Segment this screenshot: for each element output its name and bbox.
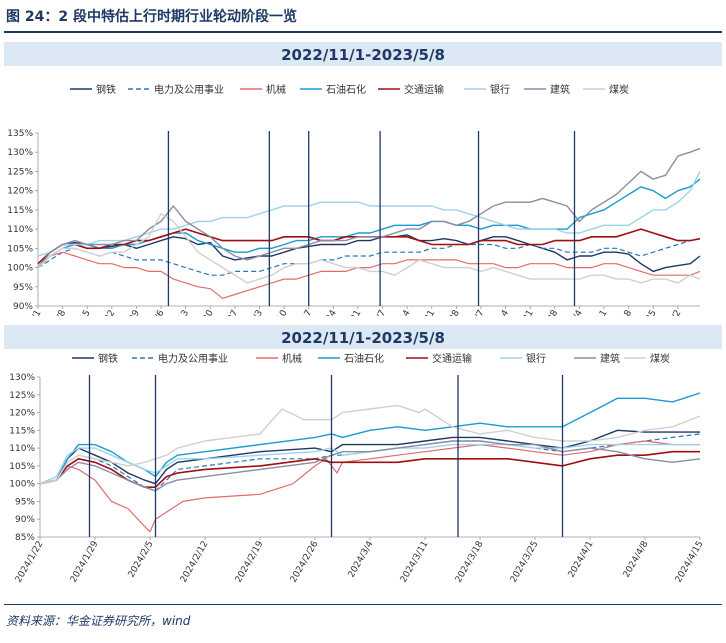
source-note: 资料来源：华金证券研究所，wind xyxy=(6,614,191,628)
y-tick-label: 120% xyxy=(7,187,33,197)
x-tick-label: 2024/2/5 xyxy=(127,540,156,580)
x-tick-label: 2024/4/8 xyxy=(622,539,651,579)
x-tick-label: 2023/4/4 xyxy=(556,308,585,316)
x-tick-label: 2024/1/29 xyxy=(69,539,101,584)
series-line xyxy=(37,178,701,269)
series-line xyxy=(37,238,701,276)
title-rule xyxy=(4,31,722,33)
x-tick-label: 2024/3/25 xyxy=(509,540,541,585)
source-rule xyxy=(4,604,722,605)
legend-label: 石油石化 xyxy=(344,352,384,365)
y-tick-label: 100% xyxy=(9,480,35,490)
y-tick-label: 90% xyxy=(13,302,33,312)
y-tick-label: 105% xyxy=(9,462,35,472)
y-tick-label: 85% xyxy=(15,533,35,543)
series-line xyxy=(37,251,701,299)
y-tick-label: 115% xyxy=(7,206,33,216)
legend-label: 机械 xyxy=(266,83,286,96)
y-tick-label: 125% xyxy=(9,391,35,401)
series-line xyxy=(37,213,701,284)
legend-label: 交通运输 xyxy=(404,83,444,96)
y-tick-label: 90% xyxy=(15,515,35,525)
x-tick-label: 2024/2/26 xyxy=(289,539,321,584)
x-tick-label: 2024/3/4 xyxy=(347,539,376,579)
y-tick-label: 105% xyxy=(7,244,33,254)
chart-top: 2022/11/1-2023/5/8 钢铁 电力及公用事业 机械 石油石化 交通运输 银行 建… xyxy=(4,42,722,317)
chart-title: 2022/11/1-2023/5/8 xyxy=(281,46,445,64)
series-line xyxy=(37,234,701,273)
legend-label: 银行 xyxy=(490,83,510,96)
figure-title: 图 24：2 段中特估上行时期行业轮动阶段一览 xyxy=(6,9,297,25)
legend-label: 建筑 xyxy=(550,83,570,96)
y-tick-label: 95% xyxy=(15,497,35,507)
series-line xyxy=(37,147,701,269)
legend-label: 建筑 xyxy=(600,352,620,365)
chart-title-band xyxy=(4,325,722,349)
legend-label: 电力及公用事业 xyxy=(158,352,228,365)
y-tick-label: 135% xyxy=(7,129,33,139)
y-tick-label: 100% xyxy=(7,264,33,274)
series-line xyxy=(37,228,701,265)
x-tick-label: 2023/3/7 xyxy=(458,309,487,316)
legend-label: 电力及公用事业 xyxy=(154,83,224,96)
series-line xyxy=(39,440,700,533)
x-tick-label: 2024/1/22 xyxy=(14,540,46,585)
y-tick-label: 95% xyxy=(13,283,33,293)
x-tick-label: 2023/2/7 xyxy=(359,309,388,317)
y-tick-label: 130% xyxy=(7,148,33,158)
y-tick-label: 110% xyxy=(9,444,35,454)
chart-title-band xyxy=(4,42,722,66)
legend-label: 机械 xyxy=(282,352,302,365)
legend-label: 煤炭 xyxy=(650,352,670,365)
legend-label: 银行 xyxy=(526,352,546,365)
y-tick-label: 110% xyxy=(7,225,33,235)
legend-label: 交通运输 xyxy=(432,352,472,365)
chart-title: 2022/11/1-2023/5/8 xyxy=(281,329,445,347)
x-tick-label: 2024/4/1 xyxy=(567,540,596,580)
x-tick-label: 2024/2/12 xyxy=(179,540,211,585)
legend-label: 石油石化 xyxy=(326,83,366,96)
x-tick-label: 2024/2/19 xyxy=(234,539,266,584)
x-tick-label: 2024/3/18 xyxy=(454,539,486,584)
series-line xyxy=(39,450,700,488)
x-tick-label: 2023/5/2 xyxy=(655,309,684,317)
series-line xyxy=(37,171,701,257)
x-tick-label: 2024/3/11 xyxy=(399,540,431,585)
y-tick-label: 130% xyxy=(9,373,35,383)
x-tick-label: 2024/4/15 xyxy=(674,540,706,585)
series-line xyxy=(39,392,701,485)
legend-label: 钢铁 xyxy=(98,352,118,365)
y-tick-label: 120% xyxy=(9,409,35,419)
y-tick-label: 125% xyxy=(7,167,33,177)
x-tick-label: 2023/1/3 xyxy=(236,309,265,317)
legend-label: 煤炭 xyxy=(609,83,629,96)
chart-bottom: 2022/11/1-2023/5/8 钢铁 电力及公用事业 机械 石油石化 交通运输 银行 建… xyxy=(4,325,722,585)
legend-label: 钢铁 xyxy=(96,83,116,96)
y-tick-label: 115% xyxy=(9,426,35,436)
